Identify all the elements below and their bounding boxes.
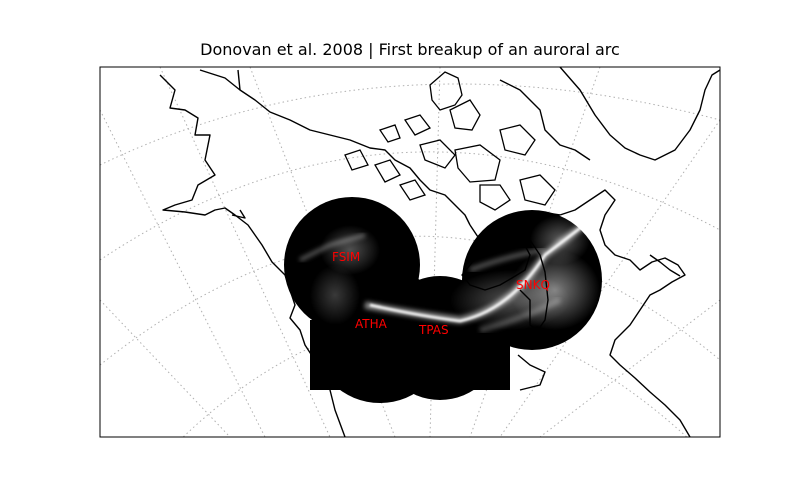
plot-title: Donovan et al. 2008 | First breakup of a… [200,40,620,59]
alaska-coast [159,74,346,437]
aurora-emission [299,215,600,333]
greenland-coast [559,67,720,161]
map-frame [99,66,721,438]
longitude-line [159,67,331,437]
latitude-line [100,83,720,166]
station-label-snkq: SNKQ [516,278,550,292]
longitude-line [499,119,720,437]
station-labels: FSIM ATHA TPAS SNKQ [332,250,550,337]
station-label-fsim: FSIM [332,250,360,264]
coastlines [159,67,720,437]
longitude-line [539,299,720,437]
latitude-line [182,319,688,437]
longitude-line [100,299,231,437]
auroral-arc-core [369,221,589,323]
station-label-tpas: TPAS [418,323,449,337]
longitude-line [100,109,266,437]
station-label-atha: ATHA [355,317,388,331]
arctic-coast [239,89,471,226]
arctic-islands [344,71,556,211]
quebec-coast [559,189,691,437]
sky-fill [310,320,510,390]
hudson-bay-coast [461,211,561,291]
latitude-line [100,235,720,366]
longitude-line [429,67,441,437]
